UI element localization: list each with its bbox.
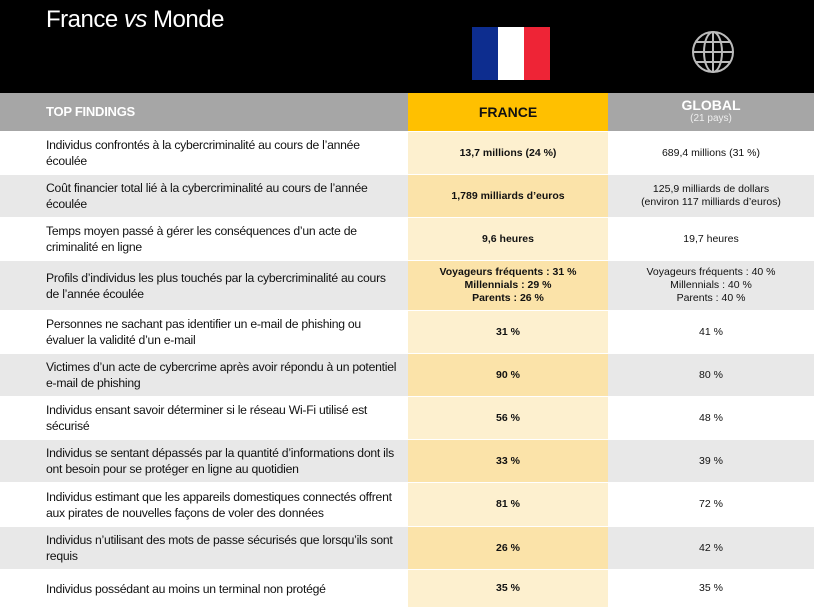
table-row: Temps moyen passé à gérer les conséquenc… <box>0 217 814 260</box>
france-cell: 56 % <box>408 397 608 439</box>
france-cell: 81 % <box>408 483 608 526</box>
global-cell: 35 % <box>608 570 814 607</box>
global-cell: 48 % <box>608 397 814 439</box>
table-row: Individus ensant savoir déterminer si le… <box>0 396 814 439</box>
finding-cell: Individus estimant que les appareils dom… <box>0 483 408 526</box>
cell-line: 72 % <box>699 498 723 510</box>
header-cell: FRANCE <box>408 93 608 131</box>
cell-line: 1,789 milliards d’euros <box>451 189 565 202</box>
cell-line: 90 % <box>496 368 520 381</box>
global-cell: 72 % <box>608 483 814 526</box>
cell-line: Millennials : 29 % <box>464 279 552 291</box>
france-cell: 35 % <box>408 570 608 607</box>
france-cell: 33 % <box>408 440 608 482</box>
cell-line: Parents : 26 % <box>472 292 544 304</box>
cell-line: Millennials : 40 % <box>670 279 752 291</box>
cell-line: 48 % <box>699 411 723 424</box>
finding-cell: Victimes d’un acte de cybercrime après a… <box>0 354 408 396</box>
table-row: Personnes ne sachant pas identifier un e… <box>0 310 814 353</box>
finding-cell: Individus se sentant dépassés par la qua… <box>0 440 408 482</box>
global-cell: 125,9 milliards de dollars (environ 117 m… <box>608 175 814 217</box>
france-cell: 31 % <box>408 311 608 353</box>
cell-line: 689,4 millions (31 %) <box>661 146 761 159</box>
cell-line: 81 % <box>496 498 520 510</box>
title: France vs Monde <box>46 6 224 34</box>
table-row: Victimes d’un acte de cybercrime après a… <box>0 353 814 396</box>
cell-line: (environ 117 milliards d’euros) <box>641 196 781 208</box>
finding-cell: Individus possédant au moins un terminal… <box>0 570 408 607</box>
france-cell: 13,7 millions (24 %) <box>408 132 608 174</box>
cell-line: 9,6 heures <box>482 232 534 245</box>
cell-line: 35 % <box>699 582 723 594</box>
finding-cell: Individus n’utilisant des mots de passe … <box>0 527 408 569</box>
cell-line: 13,7 millions (24 %) <box>459 146 557 159</box>
cell-line: Voyageurs fréquents : 40 % <box>646 266 776 278</box>
cell-line: 41 % <box>699 325 723 338</box>
table-row: Coût financier total lié à la cybercrimi… <box>0 174 814 217</box>
finding-cell: Individus ensant savoir déterminer si le… <box>0 397 408 439</box>
finding-cell: Profils d’individus les plus touchés par… <box>0 261 408 310</box>
cell-line: 35 % <box>496 582 520 594</box>
table-row: Individus estimant que les appareils dom… <box>0 482 814 526</box>
global-cell: 42 % <box>608 527 814 569</box>
cell-line: 39 % <box>699 454 723 467</box>
global-cell: Voyageurs fréquents : 40 % Millennials : … <box>608 261 814 310</box>
header-label: GLOBAL <box>681 97 741 113</box>
header-cell: GLOBAL (21 pays) <box>608 93 814 131</box>
findings-table: TOP FINDINGS FRANCE GLOBAL (21 pays) Indi… <box>0 93 814 607</box>
finding-cell: Temps moyen passé à gérer les conséquenc… <box>0 218 408 260</box>
global-cell: 689,4 millions (31 %) <box>608 132 814 174</box>
cell-line: 42 % <box>699 541 723 554</box>
finding-cell: Individus confrontés à la cybercriminali… <box>0 132 408 174</box>
table-header: TOP FINDINGS FRANCE GLOBAL (21 pays) <box>0 93 814 131</box>
french-flag <box>472 27 550 80</box>
global-cell: 39 % <box>608 440 814 482</box>
cell-line: 33 % <box>496 454 520 467</box>
cell-line: 26 % <box>496 541 520 554</box>
global-cell: 80 % <box>608 354 814 396</box>
title-emphasis: vs <box>123 6 148 33</box>
france-cell: Voyageurs fréquents : 31 % Millennials : … <box>408 261 608 310</box>
finding-cell: Coût financier total lié à la cybercrimi… <box>0 175 408 217</box>
france-cell: 26 % <box>408 527 608 569</box>
table-row: Profils d’individus les plus touchés par… <box>0 260 814 310</box>
title-end: Monde <box>153 6 224 33</box>
global-cell: 41 % <box>608 311 814 353</box>
header-cell: TOP FINDINGS <box>0 93 408 131</box>
france-cell: 9,6 heures <box>408 218 608 260</box>
title-start: France <box>46 6 118 33</box>
table-row: Individus n’utilisant des mots de passe … <box>0 526 814 569</box>
france-cell: 90 % <box>408 354 608 396</box>
table-row: Individus possédant au moins un terminal… <box>0 569 814 607</box>
cell-line: 80 % <box>699 368 723 381</box>
france-cell: 1,789 milliards d’euros <box>408 175 608 217</box>
finding-cell: Personnes ne sachant pas identifier un e… <box>0 311 408 353</box>
cell-line: 19,7 heures <box>683 232 739 245</box>
cell-line: Parents : 40 % <box>676 292 746 304</box>
table-row: Individus confrontés à la cybercriminali… <box>0 131 814 174</box>
header-note: (21 pays) <box>690 113 732 124</box>
globe-icon <box>692 31 734 73</box>
cell-line: Voyageurs fréquents : 31 % <box>439 266 577 278</box>
header-bar: France vs Monde <box>0 0 814 93</box>
global-cell: 19,7 heures <box>608 218 814 260</box>
cell-line: 31 % <box>496 325 520 338</box>
cell-line: 125,9 milliards de dollars <box>652 183 770 195</box>
table-row: Individus se sentant dépassés par la qua… <box>0 439 814 482</box>
cell-line: 56 % <box>496 411 520 424</box>
